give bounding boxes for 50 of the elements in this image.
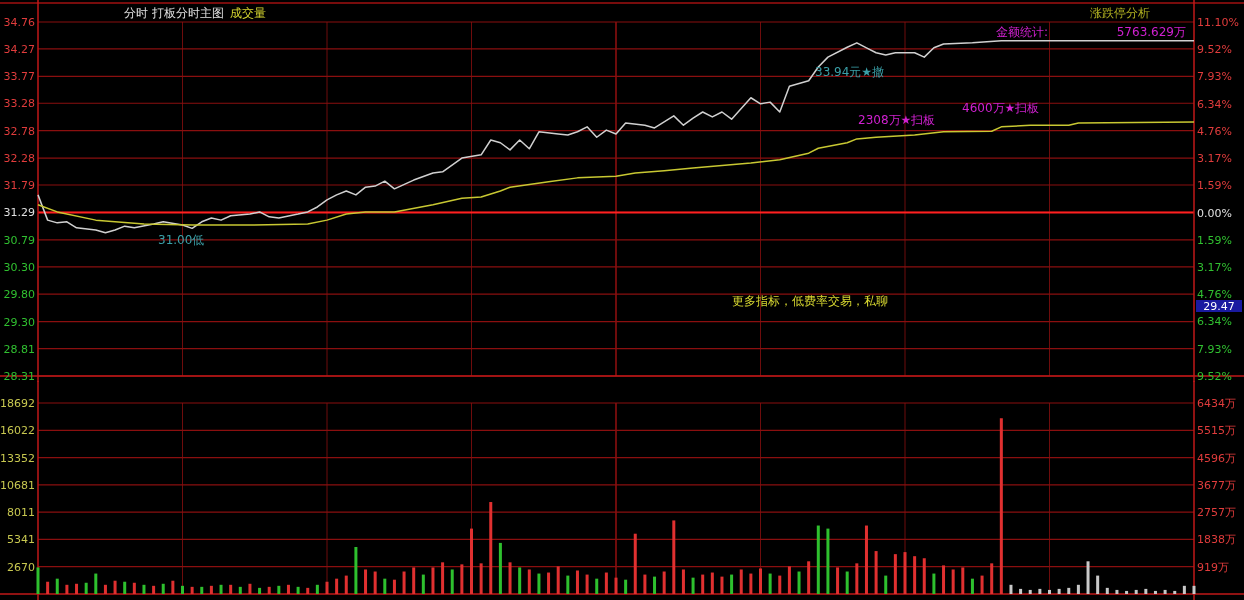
y2-tick-label: 6434万	[1197, 397, 1236, 410]
y-tick-label: 8011	[7, 506, 35, 520]
y-tick-label: 10681	[0, 478, 35, 492]
y2-tick-label: 2757万	[1197, 506, 1236, 520]
y2-tick-label: 3.17%	[1197, 260, 1232, 274]
y2-tick-label: 7.93%	[1197, 342, 1232, 356]
annotation: 2308万★扫板	[858, 113, 936, 127]
y2-tick-label: 6.34%	[1197, 97, 1232, 111]
y-tick-label: 5341	[7, 533, 35, 547]
y2-tick-label: 11.10%	[1197, 16, 1239, 29]
y2-tick-label: 9.52%	[1197, 43, 1232, 57]
y-tick-label: 28.81	[3, 342, 35, 356]
y2-tick-label: 1.59%	[1197, 179, 1232, 193]
y-tick-label: 34.27	[3, 42, 35, 56]
y-tick-label: 18692	[0, 397, 35, 410]
y2-tick-label: 7.93%	[1197, 70, 1232, 84]
y-tick-label: 34.76	[3, 16, 35, 29]
y-tick-label: 33.28	[3, 97, 35, 111]
annotation: 5763.629万	[1116, 25, 1186, 39]
y2-tick-label: 0.00%	[1197, 206, 1232, 220]
chart-subtitle: 成交量	[229, 6, 266, 20]
y-tick-label: 30.79	[3, 233, 35, 247]
y2-tick-label: 6.34%	[1197, 315, 1232, 329]
y-tick-label: 33.77	[3, 70, 35, 84]
text: 29.47	[1203, 300, 1235, 313]
text: 涨跌停分析	[1090, 6, 1150, 20]
y-tick-label: 31.79	[3, 179, 35, 192]
y2-tick-label: 5515万	[1197, 424, 1236, 438]
y2-tick-label: 4.76%	[1197, 288, 1232, 302]
y-tick-label: 2670	[7, 560, 35, 574]
y2-tick-label: 1838万	[1197, 533, 1236, 547]
y-tick-label: 29.30	[3, 315, 35, 329]
y-tick-label: 13352	[0, 451, 35, 465]
annotation: 更多指标，低费率交易，私聊	[732, 294, 888, 308]
chart-title: 分时 打板分时主图	[124, 6, 224, 20]
annotation: 33.94元★撤	[815, 65, 885, 79]
y-tick-label: 31.29	[3, 206, 35, 220]
y-tick-label: 16022	[0, 424, 35, 438]
y2-tick-label: 919万	[1197, 560, 1229, 574]
y-tick-label: 29.80	[3, 288, 35, 302]
annotation: 4600万★扫板	[962, 101, 1040, 115]
y2-tick-label: 3677万	[1197, 478, 1236, 492]
y-tick-label: 32.78	[3, 124, 35, 138]
y-tick-label: 30.30	[3, 260, 35, 274]
y2-tick-label: 4.76%	[1197, 124, 1232, 138]
annotation: 金额统计:	[996, 25, 1049, 39]
y2-tick-label: 4596万	[1197, 451, 1236, 465]
y2-tick-label: 1.59%	[1197, 233, 1232, 247]
y2-tick-label: 3.17%	[1197, 152, 1232, 166]
y-tick-label: 32.28	[3, 152, 35, 166]
